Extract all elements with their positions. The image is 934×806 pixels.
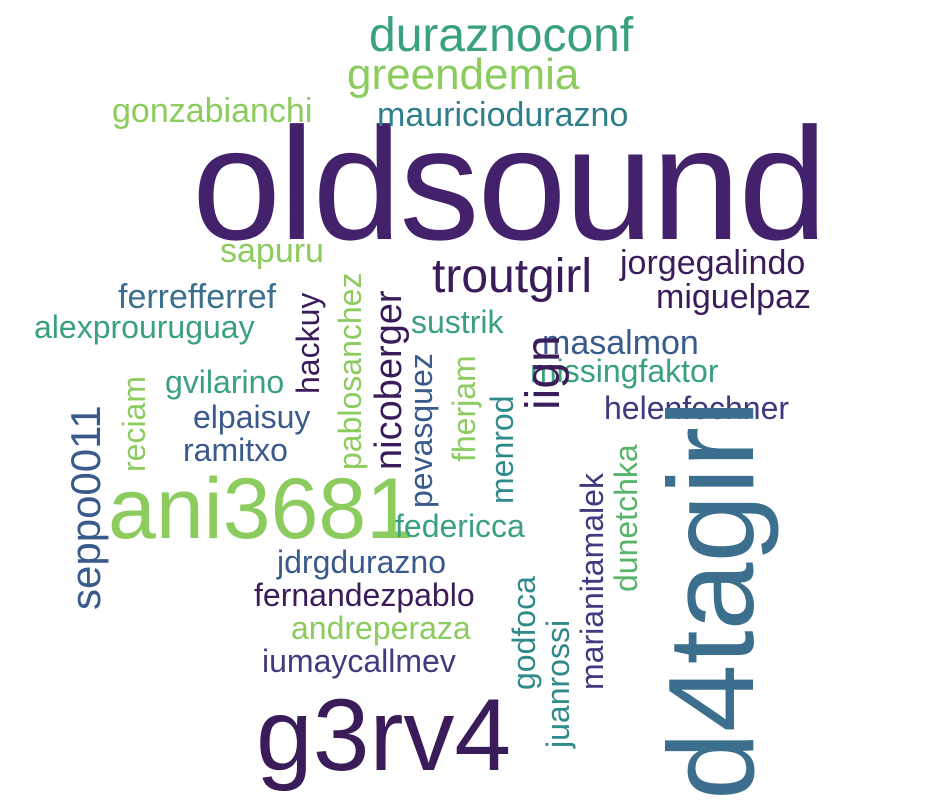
word-helenfechner: helenfechner xyxy=(604,390,790,426)
word-oldsound: oldsound xyxy=(192,94,827,273)
word-miguelpaz: miguelpaz xyxy=(656,278,811,316)
word-duraznoconf: duraznoconf xyxy=(369,9,634,62)
word-ferrefferref: ferrefferref xyxy=(118,278,277,316)
word-greendemia: greendemia xyxy=(347,50,580,99)
word-jdrgdurazno: jdrgdurazno xyxy=(277,544,446,580)
word-pablosanchez: pablosanchez xyxy=(332,272,368,470)
word-g3rv4: g3rv4 xyxy=(256,678,512,792)
word-masalmon: masalmon xyxy=(542,324,699,362)
word-menrod: menrod xyxy=(484,395,520,505)
word-d4tagirl: d4tagirl xyxy=(643,399,779,800)
word-troutgirl: troutgirl xyxy=(432,250,593,303)
word-seppo0011: seppo0011 xyxy=(62,405,109,610)
word-gvilarino: gvilarino xyxy=(165,364,285,400)
word-missingfaktor: missingfaktor xyxy=(530,353,719,389)
word-ramitxo: ramitxo xyxy=(183,432,288,468)
word-andreperaza: andreperaza xyxy=(291,610,471,646)
word-sapuru: sapuru xyxy=(220,232,324,270)
word-marianitamalek: marianitamalek xyxy=(574,473,610,690)
word-elpaisuy: elpaisuy xyxy=(193,399,311,435)
word-iumaycallmev: iumaycallmev xyxy=(262,643,456,679)
word-godfoca: godfoca xyxy=(506,576,542,690)
word-jorgegalindo: jorgegalindo xyxy=(620,244,806,282)
word-fherjam: fherjam xyxy=(446,355,482,462)
word-alexprouruguay: alexprouruguay xyxy=(34,309,255,345)
word-ani3681: ani3681 xyxy=(108,461,415,557)
word-pevasquez: pevasquez xyxy=(403,353,439,508)
word-sustrik: sustrik xyxy=(411,304,504,340)
word-juanrossi: juanrossi xyxy=(540,619,576,748)
word-iign: iign xyxy=(517,335,570,410)
word-reciam: reciam xyxy=(116,375,152,472)
word-gonzabianchi: gonzabianchi xyxy=(112,92,313,130)
word-federicca: federicca xyxy=(395,508,525,544)
word-dunetchka: dunetchka xyxy=(608,444,644,592)
word-mauriciodurazno: mauriciodurazno xyxy=(377,96,629,134)
word-hackuy: hackuy xyxy=(290,292,326,394)
word-fernandezpablo: fernandezpablo xyxy=(254,577,475,613)
